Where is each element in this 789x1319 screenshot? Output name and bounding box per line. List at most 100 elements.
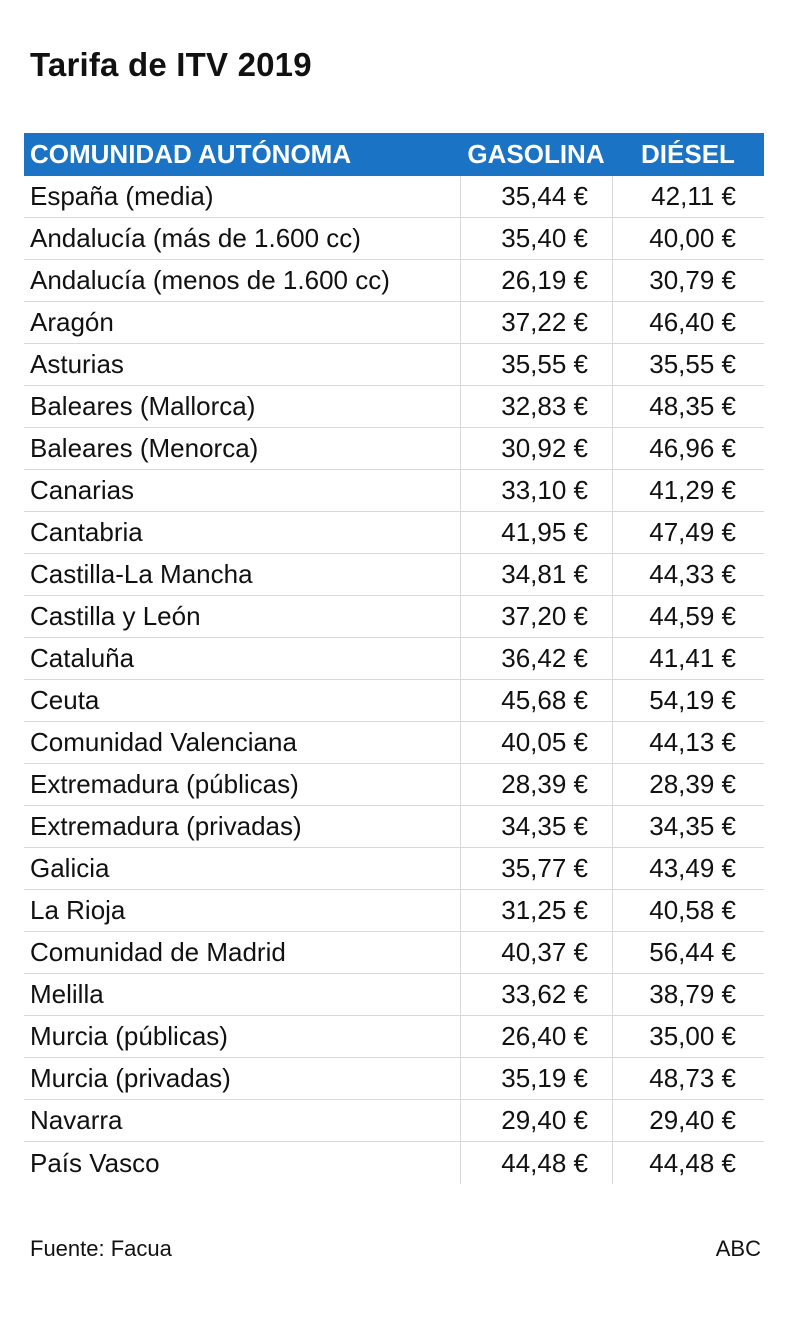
gasolina-cell: 34,35 €: [460, 806, 612, 847]
region-cell: España (media): [30, 181, 214, 211]
table-row: Baleares (Mallorca) 32,83 €48,35 €: [24, 386, 764, 428]
header-region: COMUNIDAD AUTÓNOMA: [30, 139, 352, 169]
gasolina-cell: 31,25 €: [460, 890, 612, 931]
gasolina-cell: 26,40 €: [460, 1016, 612, 1057]
gasolina-cell: 35,40 €: [460, 218, 612, 259]
diesel-cell: 43,49 €: [612, 848, 764, 889]
diesel-cell: 28,39 €: [612, 764, 764, 805]
region-cell: Comunidad Valenciana: [30, 727, 297, 757]
table-row: Andalucía (menos de 1.600 cc) 26,19 €30,7…: [24, 260, 764, 302]
diesel-cell: 46,96 €: [612, 428, 764, 469]
region-cell: Castilla-La Mancha: [30, 559, 253, 589]
table-row: Baleares (Menorca) 30,92 €46,96 €: [24, 428, 764, 470]
diesel-cell: 34,35 €: [612, 806, 764, 847]
diesel-cell: 30,79 €: [612, 260, 764, 301]
region-cell: Andalucía (más de 1.600 cc): [30, 223, 361, 253]
table-body: España (media) 35,44 €42,11 € Andalucía (m…: [24, 176, 764, 1184]
diesel-cell: 40,58 €: [612, 890, 764, 931]
gasolina-cell: 37,20 €: [460, 596, 612, 637]
gasolina-cell: 45,68 €: [460, 680, 612, 721]
table-row: Castilla y León 37,20 €44,59 €: [24, 596, 764, 638]
gasolina-cell: 40,37 €: [460, 932, 612, 973]
diesel-cell: 38,79 €: [612, 974, 764, 1015]
region-cell: Melilla: [30, 979, 104, 1009]
table-row: España (media) 35,44 €42,11 €: [24, 176, 764, 218]
diesel-cell: 48,73 €: [612, 1058, 764, 1099]
region-cell: Asturias: [30, 349, 124, 379]
gasolina-cell: 40,05 €: [460, 722, 612, 763]
diesel-cell: 40,00 €: [612, 218, 764, 259]
diesel-cell: 44,59 €: [612, 596, 764, 637]
table-row: País Vasco 44,48 €44,48 €: [24, 1142, 764, 1184]
table-row: Castilla-La Mancha 34,81 €44,33 €: [24, 554, 764, 596]
gasolina-cell: 37,22 €: [460, 302, 612, 343]
gasolina-cell: 35,19 €: [460, 1058, 612, 1099]
table-row: Extremadura (privadas) 34,35 €34,35 €: [24, 806, 764, 848]
table-row: Ceuta 45,68 €54,19 €: [24, 680, 764, 722]
diesel-cell: 48,35 €: [612, 386, 764, 427]
diesel-cell: 29,40 €: [612, 1100, 764, 1141]
region-cell: Andalucía (menos de 1.600 cc): [30, 265, 390, 295]
region-cell: La Rioja: [30, 895, 126, 925]
table-row: Galicia 35,77 €43,49 €: [24, 848, 764, 890]
diesel-cell: 56,44 €: [612, 932, 764, 973]
region-cell: Castilla y León: [30, 601, 201, 631]
gasolina-cell: 33,10 €: [460, 470, 612, 511]
table-row: Comunidad Valenciana 40,05 €44,13 €: [24, 722, 764, 764]
diesel-cell: 47,49 €: [612, 512, 764, 553]
publisher-credit: ABC: [715, 1236, 761, 1261]
gasolina-cell: 44,48 €: [460, 1142, 612, 1184]
diesel-cell: 41,29 €: [612, 470, 764, 511]
table-header: COMUNIDAD AUTÓNOMA GASOLINA DIÉSEL: [24, 133, 764, 176]
table-row: Aragón 37,22 €46,40 €: [24, 302, 764, 344]
diesel-cell: 35,00 €: [612, 1016, 764, 1057]
region-cell: Aragón: [30, 307, 114, 337]
table-row: La Rioja 31,25 €40,58 €: [24, 890, 764, 932]
region-cell: Canarias: [30, 475, 135, 505]
gasolina-cell: 41,95 €: [460, 512, 612, 553]
region-cell: Baleares (Mallorca): [30, 391, 256, 421]
gasolina-cell: 35,44 €: [460, 176, 612, 217]
region-cell: Comunidad de Madrid: [30, 937, 286, 967]
table-row: Extremadura (públicas) 28,39 €28,39 €: [24, 764, 764, 806]
gasolina-cell: 35,55 €: [460, 344, 612, 385]
gasolina-cell: 32,83 €: [460, 386, 612, 427]
gasolina-cell: 28,39 €: [460, 764, 612, 805]
gasolina-cell: 26,19 €: [460, 260, 612, 301]
gasolina-cell: 33,62 €: [460, 974, 612, 1015]
page-title: Tarifa de ITV 2019: [30, 46, 312, 83]
table-row: Melilla 33,62 €38,79 €: [24, 974, 764, 1016]
region-cell: Murcia (privadas): [30, 1063, 231, 1093]
table-row: Cataluña 36,42 €41,41 €: [24, 638, 764, 680]
region-cell: Ceuta: [30, 685, 100, 715]
diesel-cell: 44,13 €: [612, 722, 764, 763]
diesel-cell: 42,11 €: [612, 176, 764, 217]
table-row: Andalucía (más de 1.600 cc) 35,40 €40,00 …: [24, 218, 764, 260]
header-gasolina: GASOLINA: [467, 139, 605, 169]
diesel-cell: 35,55 €: [612, 344, 764, 385]
diesel-cell: 44,48 €: [612, 1142, 764, 1184]
table-row: Navarra 29,40 €29,40 €: [24, 1100, 764, 1142]
table-row: Cantabria 41,95 €47,49 €: [24, 512, 764, 554]
table-row: Canarias 33,10 €41,29 €: [24, 470, 764, 512]
region-cell: Baleares (Menorca): [30, 433, 259, 463]
region-cell: Murcia (públicas): [30, 1021, 228, 1051]
gasolina-cell: 35,77 €: [460, 848, 612, 889]
region-cell: Cataluña: [30, 643, 135, 673]
region-cell: Navarra: [30, 1105, 123, 1135]
region-cell: Extremadura (públicas): [30, 769, 299, 799]
gasolina-cell: 34,81 €: [460, 554, 612, 595]
table-row: Murcia (públicas) 26,40 €35,00 €: [24, 1016, 764, 1058]
diesel-cell: 54,19 €: [612, 680, 764, 721]
tariff-table: COMUNIDAD AUTÓNOMA GASOLINA DIÉSEL Españ…: [24, 133, 764, 1184]
region-cell: País Vasco: [30, 1147, 160, 1178]
table-row: Asturias 35,55 €35,55 €: [24, 344, 764, 386]
region-cell: Extremadura (privadas): [30, 811, 302, 841]
diesel-cell: 44,33 €: [612, 554, 764, 595]
gasolina-cell: 29,40 €: [460, 1100, 612, 1141]
gasolina-cell: 30,92 €: [460, 428, 612, 469]
table-row: Comunidad de Madrid 40,37 €56,44 €: [24, 932, 764, 974]
diesel-cell: 46,40 €: [612, 302, 764, 343]
gasolina-cell: 36,42 €: [460, 638, 612, 679]
header-diesel: DIÉSEL: [641, 139, 735, 169]
